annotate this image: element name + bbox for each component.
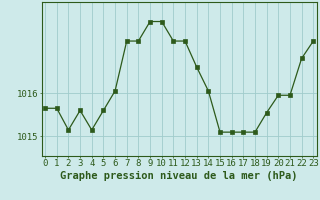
- X-axis label: Graphe pression niveau de la mer (hPa): Graphe pression niveau de la mer (hPa): [60, 171, 298, 181]
